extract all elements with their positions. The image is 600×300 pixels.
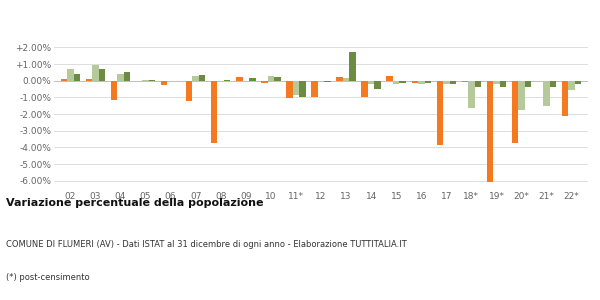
Bar bbox=[318, 81, 324, 82]
Bar bbox=[67, 69, 74, 81]
Bar bbox=[142, 80, 149, 81]
Bar bbox=[242, 81, 249, 82]
Bar bbox=[493, 81, 500, 84]
Bar bbox=[562, 81, 568, 116]
Bar bbox=[249, 78, 256, 81]
Bar bbox=[400, 81, 406, 83]
Text: COMUNE DI FLUMERI (AV) - Dati ISTAT al 31 dicembre di ogni anno - Elaborazione T: COMUNE DI FLUMERI (AV) - Dati ISTAT al 3… bbox=[6, 240, 407, 249]
Bar bbox=[386, 76, 393, 81]
Text: Variazione percentuale della popolazione: Variazione percentuale della popolazione bbox=[6, 198, 263, 208]
Bar bbox=[324, 81, 331, 82]
Bar bbox=[236, 77, 242, 81]
Bar bbox=[124, 72, 130, 81]
Bar bbox=[443, 81, 449, 84]
Bar bbox=[575, 81, 581, 84]
Bar bbox=[550, 81, 556, 87]
Bar bbox=[98, 69, 105, 81]
Bar bbox=[374, 81, 381, 89]
Bar bbox=[336, 76, 343, 81]
Bar bbox=[361, 81, 368, 97]
Bar bbox=[412, 81, 418, 83]
Bar bbox=[425, 81, 431, 83]
Bar bbox=[217, 81, 224, 82]
Bar bbox=[461, 81, 468, 82]
Bar bbox=[293, 81, 299, 95]
Bar bbox=[487, 81, 493, 182]
Bar bbox=[186, 81, 193, 101]
Bar bbox=[92, 65, 98, 81]
Bar bbox=[117, 74, 124, 81]
Bar bbox=[343, 78, 349, 81]
Bar bbox=[61, 79, 67, 81]
Bar bbox=[475, 81, 481, 86]
Bar bbox=[274, 77, 281, 81]
Bar bbox=[199, 75, 205, 81]
Bar bbox=[74, 74, 80, 81]
Bar bbox=[211, 81, 217, 143]
Bar bbox=[349, 52, 356, 81]
Bar bbox=[525, 81, 532, 87]
Bar bbox=[393, 81, 400, 84]
Bar bbox=[449, 81, 456, 84]
Bar bbox=[518, 81, 525, 110]
Bar bbox=[500, 81, 506, 86]
Bar bbox=[161, 81, 167, 85]
Bar bbox=[86, 79, 92, 81]
Bar bbox=[437, 81, 443, 145]
Bar bbox=[193, 76, 199, 81]
Bar bbox=[299, 81, 306, 97]
Bar bbox=[110, 81, 117, 100]
Bar bbox=[224, 80, 230, 81]
Bar bbox=[418, 81, 425, 84]
Bar bbox=[149, 80, 155, 81]
Bar bbox=[311, 81, 318, 97]
Bar bbox=[512, 81, 518, 143]
Bar bbox=[568, 81, 575, 90]
Bar bbox=[368, 81, 374, 84]
Bar bbox=[286, 81, 293, 98]
Bar bbox=[468, 81, 475, 108]
Bar bbox=[261, 81, 268, 83]
Bar bbox=[544, 81, 550, 106]
Bar bbox=[268, 76, 274, 81]
Text: (*) post-censimento: (*) post-censimento bbox=[6, 273, 89, 282]
